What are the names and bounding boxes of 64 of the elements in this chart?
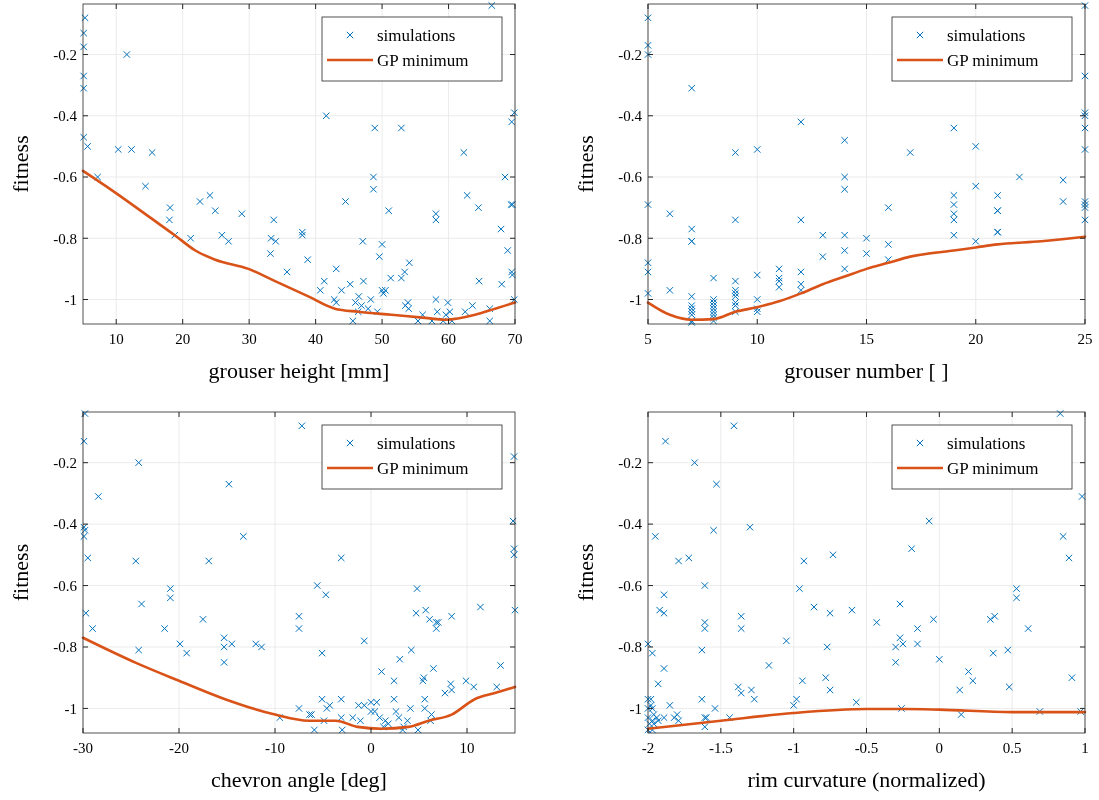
- x-tick-label: 0: [367, 740, 375, 756]
- legend-label: GP minimum: [947, 50, 1039, 70]
- x-tick-label: 5: [644, 331, 652, 347]
- line-series: [646, 235, 1087, 322]
- x-tick-label: 30: [241, 331, 257, 347]
- y-tick-label: -0.4: [618, 516, 643, 533]
- x-tick-label: 15: [859, 331, 874, 347]
- legend-label: simulations: [377, 433, 456, 453]
- x-tick-label: -10: [265, 740, 285, 756]
- x-tick-label: 20: [968, 331, 984, 347]
- y-tick-label: -0.6: [53, 169, 78, 186]
- x-tick-label: 50: [374, 331, 390, 347]
- line-series: [81, 169, 517, 322]
- y-tick-label: -0.4: [53, 108, 78, 125]
- x-tick-label: 0.5: [1002, 740, 1022, 756]
- x-tick-label: 1: [1081, 740, 1089, 756]
- legend-label: GP minimum: [377, 50, 469, 70]
- legend-label: simulations: [947, 25, 1026, 45]
- y-tick-label: -0.8: [618, 230, 642, 247]
- x-axis-title: chevron angle [deg]: [211, 767, 387, 792]
- y-tick-label: -0.2: [53, 454, 77, 471]
- x-axis-title: rim curvature (normalized): [747, 767, 986, 792]
- x-tick-label: 40: [308, 331, 324, 347]
- y-tick-label: -0.4: [618, 108, 643, 125]
- legend-label: GP minimum: [377, 458, 469, 478]
- y-tick-label: -0.6: [618, 577, 643, 594]
- y-tick-label: -0.8: [53, 639, 77, 656]
- line-series: [646, 707, 1087, 730]
- y-tick-label: -1: [629, 700, 642, 717]
- x-axis-title: grouser number [ ]: [784, 358, 949, 383]
- x-tick-label: -2: [641, 740, 655, 756]
- legend-label: simulations: [947, 433, 1026, 453]
- y-axis-title: fitness: [573, 543, 598, 602]
- x-tick-label: -30: [73, 740, 93, 756]
- y-tick-label: -0.8: [53, 230, 77, 247]
- x-tick-label: 25: [1077, 331, 1093, 347]
- x-tick-label: -20: [169, 740, 189, 756]
- x-tick-label: 70: [507, 331, 523, 347]
- x-tick-label: -0.5: [854, 740, 879, 756]
- x-tick-label: 60: [441, 331, 457, 347]
- legend-label: simulations: [377, 25, 456, 45]
- y-tick-label: -0.2: [618, 454, 642, 471]
- y-tick-label: -1: [64, 291, 77, 308]
- legend-label: GP minimum: [947, 458, 1039, 478]
- x-tick-label: -1: [787, 740, 800, 756]
- y-tick-label: -1: [64, 700, 77, 717]
- y-tick-label: -0.6: [618, 169, 643, 186]
- x-tick-label: 10: [459, 740, 475, 756]
- x-tick-label: -1.5: [708, 740, 733, 756]
- x-tick-label: 20: [175, 331, 191, 347]
- x-tick-label: 0: [935, 740, 944, 756]
- x-tick-label: 10: [749, 331, 765, 347]
- y-tick-label: -0.4: [53, 516, 78, 533]
- y-tick-label: -0.8: [618, 639, 642, 656]
- y-axis-title: fitness: [573, 135, 598, 193]
- y-axis-title: fitness: [8, 543, 33, 602]
- y-tick-label: -1: [629, 291, 642, 308]
- line-series: [81, 636, 517, 730]
- x-axis-title: grouser height [mm]: [208, 358, 390, 383]
- y-tick-label: -0.2: [618, 46, 642, 63]
- y-axis-title: fitness: [8, 135, 33, 193]
- y-tick-label: -0.6: [53, 577, 78, 594]
- y-tick-label: -0.2: [53, 46, 77, 63]
- x-tick-label: 10: [108, 331, 124, 347]
